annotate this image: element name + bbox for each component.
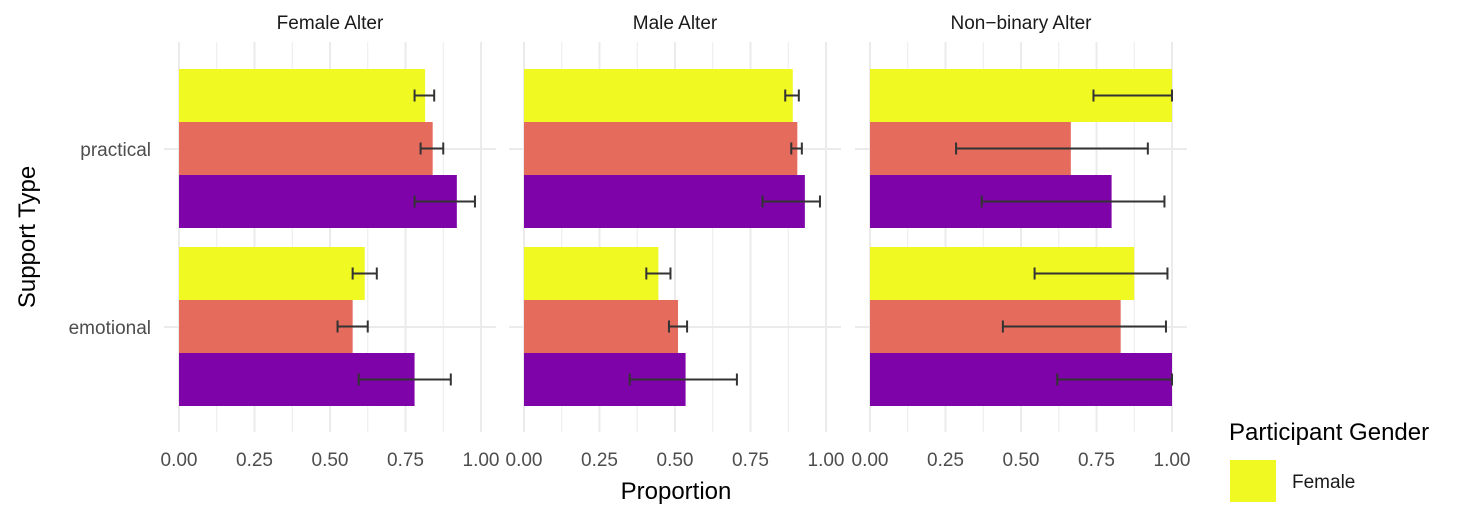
legend-key: [1230, 460, 1276, 502]
bar: [524, 122, 798, 175]
x-tick-label: 0.75: [732, 450, 769, 471]
bar: [179, 69, 426, 122]
x-tick-label: 1.00: [463, 450, 500, 471]
bar: [179, 122, 433, 175]
x-tick-label: 0.00: [161, 450, 198, 471]
facet-label: Non−binary Alter: [951, 13, 1093, 34]
legend-label: Female: [1292, 472, 1355, 493]
x-tick-label: 0.25: [236, 450, 273, 471]
x-tick-label: 0.25: [927, 450, 964, 471]
x-tick-label: 0.50: [657, 450, 694, 471]
bar: [524, 69, 793, 122]
bar: [179, 175, 457, 228]
bar: [524, 175, 805, 228]
bar: [179, 300, 353, 353]
x-tick-label: 0.75: [387, 450, 424, 471]
facet-label: Male Alter: [633, 13, 718, 34]
bar: [179, 247, 365, 300]
facet-label: Female Alter: [277, 13, 384, 34]
x-tick-label: 0.50: [1003, 450, 1040, 471]
y-tick-label: emotional: [69, 318, 151, 339]
x-tick-label: 0.75: [1078, 450, 1115, 471]
x-axis-title: Proportion: [621, 478, 732, 505]
y-axis-title: Support Type: [14, 166, 41, 308]
x-tick-label: 0.00: [852, 450, 889, 471]
bar: [524, 300, 679, 353]
x-tick-label: 0.00: [506, 450, 543, 471]
x-tick-label: 0.25: [581, 450, 618, 471]
x-tick-label: 1.00: [808, 450, 845, 471]
y-tick-label: practical: [80, 140, 151, 161]
legend-title: Participant Gender: [1229, 419, 1429, 446]
x-tick-label: 0.50: [312, 450, 349, 471]
bar: [524, 247, 659, 300]
x-tick-label: 1.00: [1154, 450, 1191, 471]
